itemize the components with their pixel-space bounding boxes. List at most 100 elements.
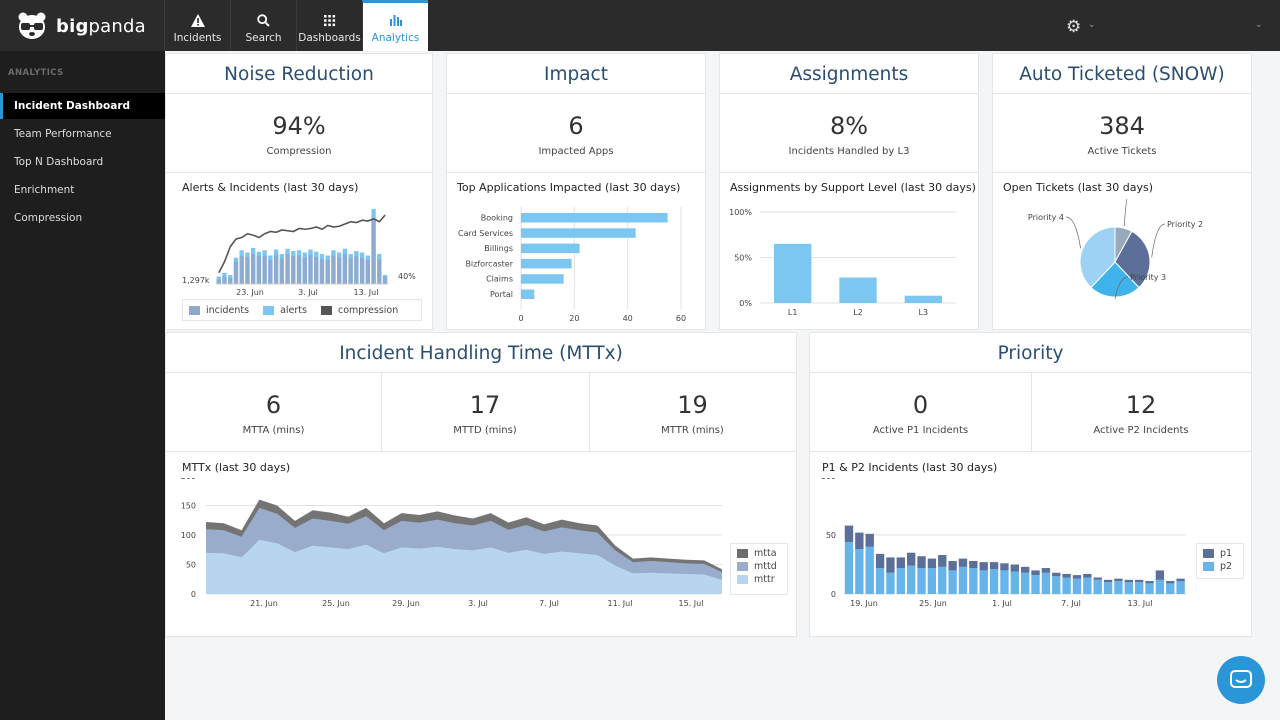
incidents-bar (291, 256, 296, 284)
noise-reduction-title: Noise Reduction (166, 54, 432, 94)
tab-incidents[interactable]: Incidents (164, 0, 230, 51)
x-tick-label: 20 (569, 314, 579, 323)
x-tick-label: L1 (788, 308, 798, 317)
p1-bar (1176, 578, 1185, 582)
y-tick-label: 200 (181, 478, 196, 481)
mttr-label: MTTR (mins) (661, 425, 724, 436)
legend-mtta-swatch (737, 549, 748, 558)
p2-bar (1020, 572, 1030, 594)
x-tick-label: 13. Jul (354, 288, 379, 297)
settings-gear-icon[interactable]: ⚙ (1066, 17, 1082, 37)
p2-bar (865, 546, 874, 594)
legend-incidents-swatch (189, 305, 200, 315)
legend-mttr[interactable]: mttr (737, 574, 781, 585)
incidents-bar (285, 254, 290, 284)
legend-mttd[interactable]: mttd (737, 561, 781, 572)
x-tick-label: 7. Jul (539, 599, 559, 608)
sidebar-item-compression[interactable]: Compression (14, 212, 83, 224)
p2-bar (1176, 581, 1185, 594)
incidents-bar (382, 276, 388, 284)
legend-p1[interactable]: p1 (1203, 548, 1237, 559)
x-tick-label: 3. Jul (468, 599, 488, 608)
p2-bar (855, 549, 864, 594)
active-p2-value: 12 (1125, 391, 1157, 419)
p2-bar (1134, 582, 1144, 594)
p2-bar (1052, 576, 1061, 594)
tab-dashboards[interactable]: Dashboards (296, 0, 362, 51)
p2-bar (1114, 581, 1123, 594)
sidebar-item-team-performance[interactable]: Team Performance (14, 128, 112, 140)
app-bar (521, 289, 535, 299)
incidents-bar (354, 256, 359, 284)
tab-analytics[interactable]: Analytics (362, 0, 428, 51)
p2-bar (844, 542, 854, 594)
sidebar-item-incident-dashboard[interactable]: Incident Dashboard (0, 93, 165, 119)
impacted-apps-label: Impacted Apps (538, 146, 614, 157)
compression-stat: 94% Compression (166, 112, 432, 157)
legend-mtta[interactable]: mtta (737, 548, 781, 559)
p2-bar (1062, 577, 1071, 594)
bigpanda-logo[interactable]: bigpanda (16, 11, 146, 41)
alerts-incidents-legend: incidents alerts compression (182, 299, 422, 321)
support-level-bar (839, 277, 877, 303)
p1-bar (989, 562, 999, 570)
x-tick-label: 19. Jun (850, 599, 878, 608)
p1-bar (958, 558, 968, 567)
incidents-bar (308, 254, 313, 284)
tab-analytics-label: Analytics (371, 32, 420, 44)
user-menu-chevron-icon[interactable]: ⌄ (1255, 20, 1263, 30)
app-bar (521, 274, 564, 284)
mttr-value: 19 (677, 391, 708, 419)
legend-mttd-swatch (737, 562, 748, 571)
x-tick-label: 3. Jul (298, 288, 318, 297)
p1-bar (1072, 575, 1082, 579)
p1-bar (1124, 579, 1133, 583)
incidents-bar (302, 257, 307, 284)
mttr-stat: 19 MTTR (mins) (589, 391, 796, 436)
mttd-value: 17 (469, 391, 501, 419)
top-apps-chart: 0 20 40 60 Booking Card Services Billings Bizfo… (458, 207, 686, 323)
analytics-icon (388, 12, 404, 28)
category-label: Bizforcaster (465, 259, 513, 268)
mtta-label: MTTA (mins) (242, 425, 305, 436)
legend-incidents[interactable]: incidents (189, 304, 249, 316)
category-label: Billings (484, 244, 513, 253)
assignments-title: Assignments (720, 54, 978, 94)
auto-ticketed-stat-box: 384 Active Tickets (993, 94, 1251, 173)
legend-compression[interactable]: compression (320, 304, 398, 316)
active-tickets-stat: 384 Active Tickets (993, 112, 1251, 157)
support-level-chart: 0% 50% 100% L1 L2 L3 (729, 208, 956, 317)
p1-p2-bar-chart: 0 50 100 19. Jun 25. Jun 1. Jul 7. Jul 13. Jul (821, 478, 1186, 608)
y-tick-label: 50% (734, 254, 752, 263)
sidebar-item-enrichment[interactable]: Enrichment (14, 184, 75, 196)
incidents-bar (239, 256, 244, 284)
mtta-value: 6 (265, 391, 282, 419)
p2-bar (1000, 570, 1009, 594)
y-tick-label: 50 (826, 531, 836, 540)
sidebar-item-top-n-dashboard[interactable]: Top N Dashboard (14, 156, 104, 168)
compression-label: Compression (266, 146, 332, 157)
p1-bar (938, 555, 947, 567)
p2-bar (1072, 578, 1082, 594)
incidents-bar (337, 257, 342, 284)
incidents-bar (268, 260, 273, 284)
tab-search[interactable]: Search (230, 0, 296, 51)
x-tick-label: 13. Jul (1128, 599, 1153, 608)
app-bar (521, 258, 572, 269)
incidents-bar (216, 279, 221, 284)
chevron-down-icon[interactable]: ⌄ (1088, 20, 1096, 30)
p1-bar (875, 553, 885, 569)
pie-slice-label: Priority 3 (1130, 273, 1166, 282)
app-bar (521, 228, 636, 238)
legend-alerts[interactable]: alerts (263, 304, 307, 316)
compression-value: 94% (272, 112, 326, 140)
incidents-bar (233, 261, 239, 284)
p1-bar (1145, 581, 1154, 584)
x-tick-label: L3 (919, 308, 929, 317)
chat-launcher-button[interactable] (1217, 656, 1265, 704)
impact-title: Impact (447, 54, 705, 94)
p1-bar (969, 560, 978, 569)
p1-bar (1114, 578, 1123, 582)
legend-p2[interactable]: p2 (1203, 561, 1237, 572)
x-tick-label: 60 (676, 314, 686, 323)
